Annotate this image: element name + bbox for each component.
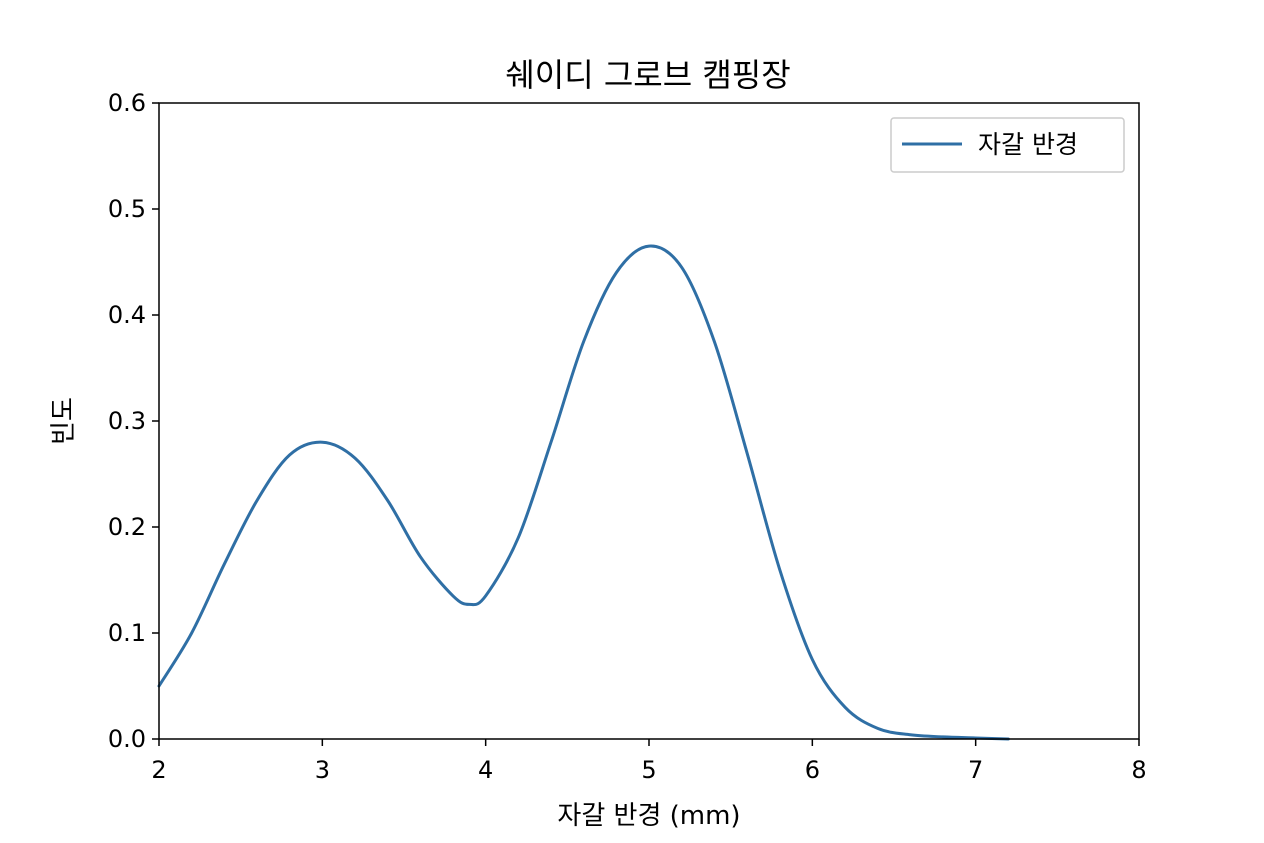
y-axis-label: 빈도 — [49, 397, 79, 445]
legend: 자갈 반경 — [890, 117, 1125, 173]
legend-label: 자갈 반경 — [978, 130, 1078, 159]
x-tick-label: 8 — [1131, 756, 1146, 784]
y-tick-label: 0.3 — [108, 407, 146, 435]
y-tick-label: 0.1 — [108, 619, 146, 647]
y-tick-label: 0.2 — [108, 513, 146, 541]
x-tick-label: 7 — [968, 756, 983, 784]
plot-frame — [158, 102, 1140, 740]
y-tick-label: 0.5 — [108, 195, 146, 223]
legend-box — [890, 117, 1125, 173]
series-line-0 — [157, 244, 1010, 741]
x-tick-label: 3 — [315, 756, 330, 784]
y-tick-label: 0.0 — [108, 725, 146, 753]
chart-title: 쉐이디 그로브 캠핑장 — [505, 56, 790, 94]
x-tick-label: 5 — [641, 756, 656, 784]
x-tick-label: 2 — [151, 756, 166, 784]
x-tick-label: 4 — [478, 756, 493, 784]
y-tick-label: 0.6 — [108, 89, 146, 117]
x-tick-label: 6 — [805, 756, 820, 784]
y-tick-label: 0.4 — [108, 301, 146, 329]
y-axis-ticks: 0.0 0.1 0.2 0.3 0.4 0.5 0.6 — [108, 89, 159, 753]
series-layer — [157, 244, 1010, 741]
x-axis-label: 자갈 반경 (mm) — [557, 801, 740, 831]
x-axis-ticks: 2 3 4 5 6 7 8 — [151, 739, 1147, 784]
